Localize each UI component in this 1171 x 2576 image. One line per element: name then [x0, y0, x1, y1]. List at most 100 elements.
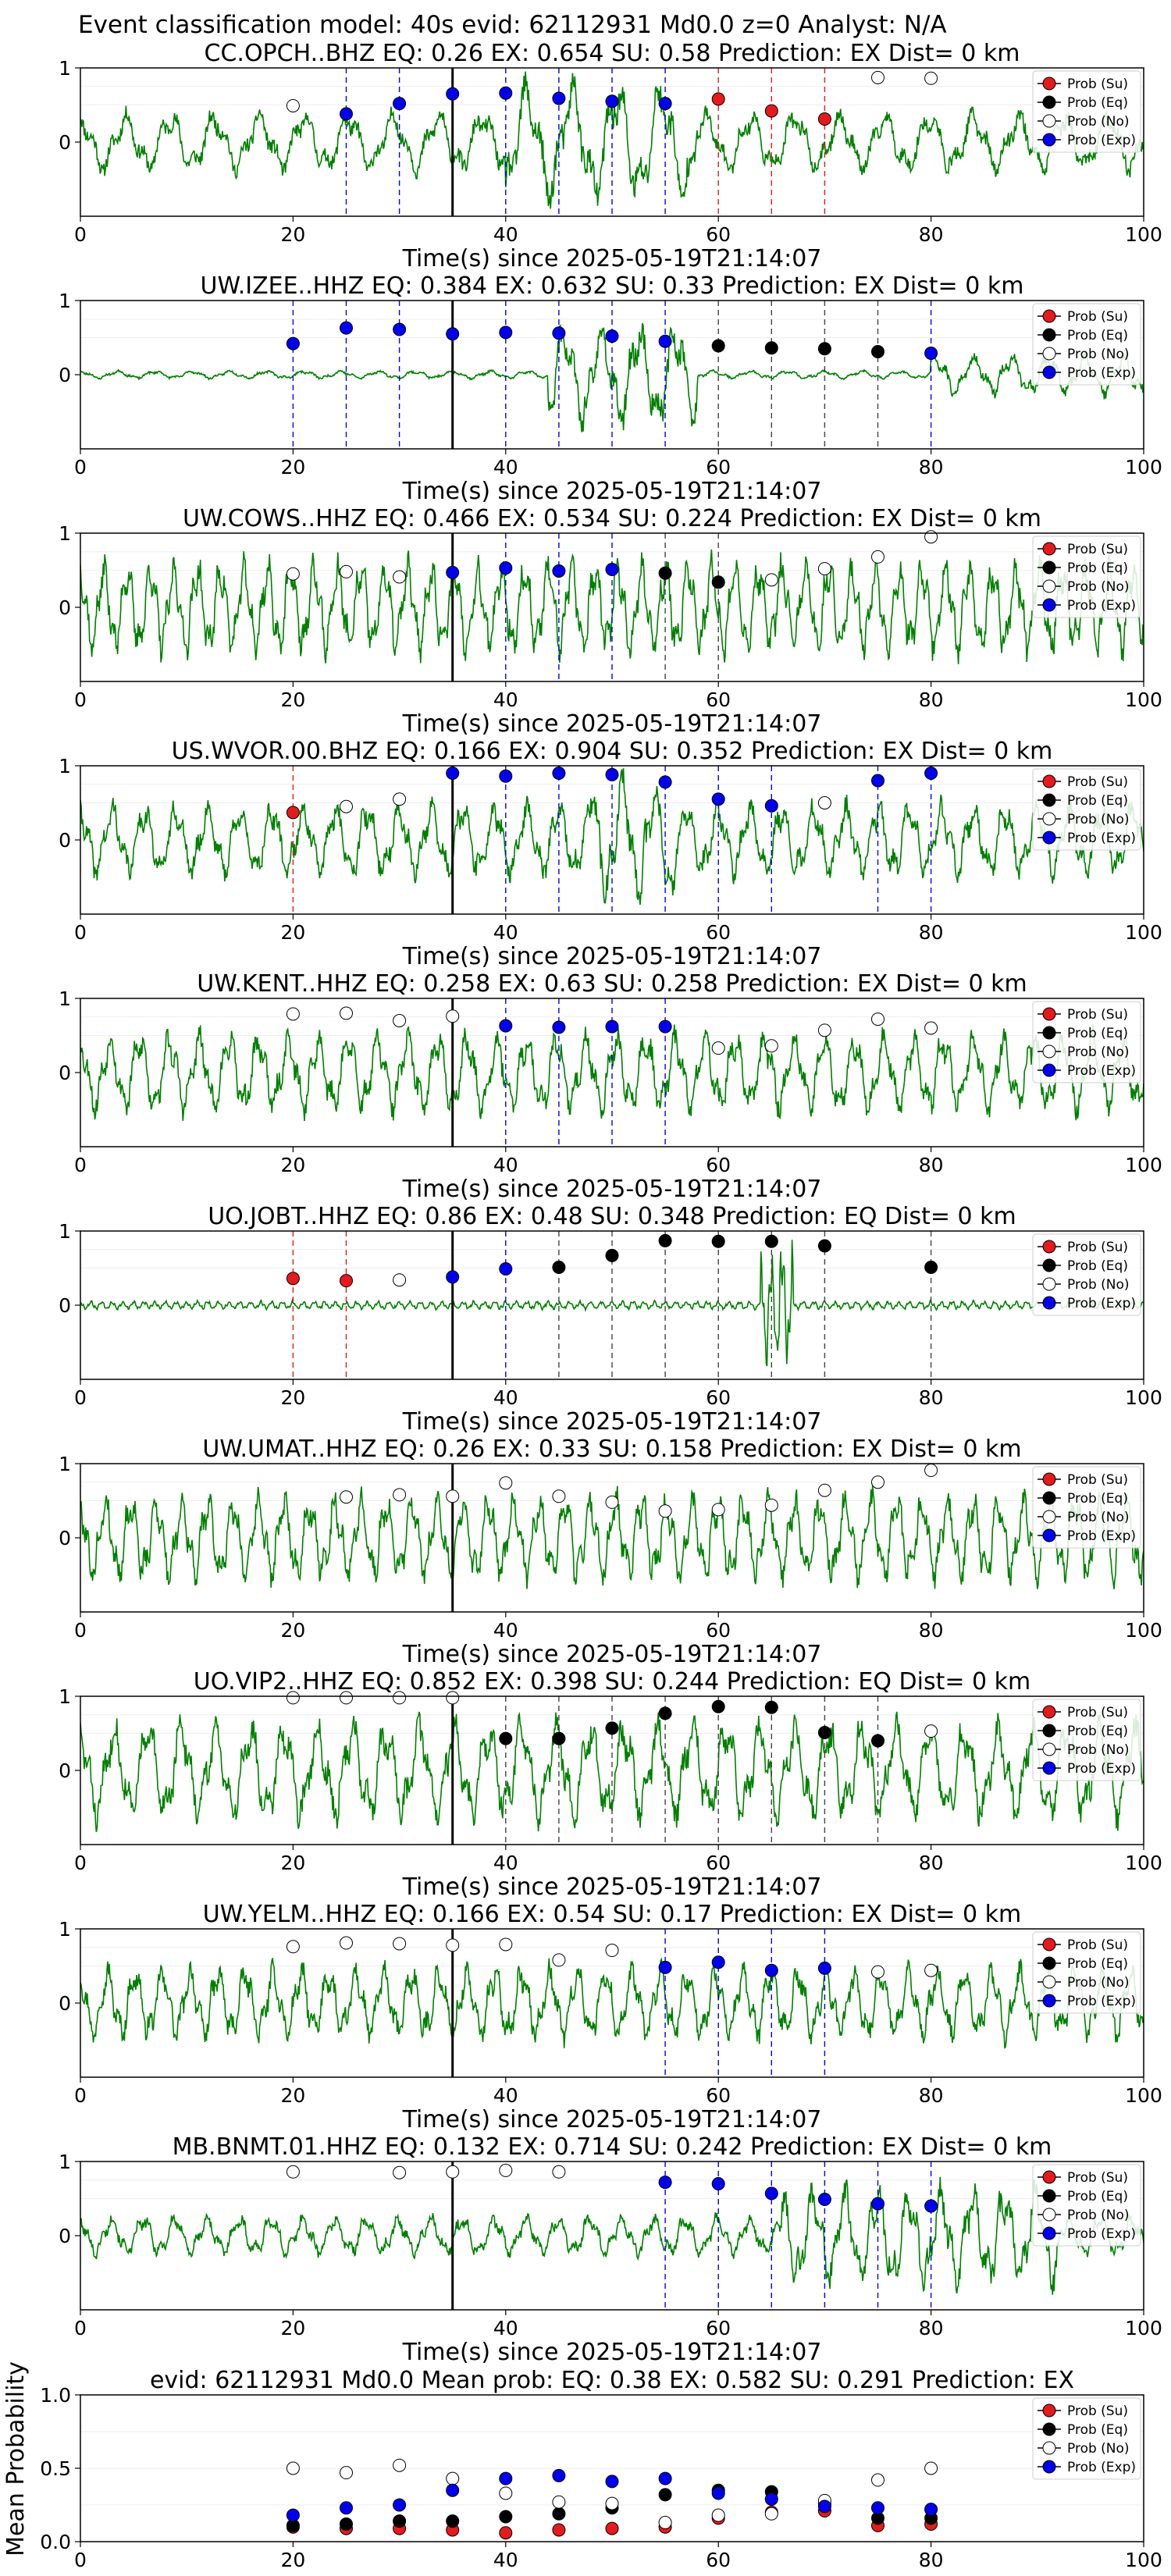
panel-4-xtick-label: 80: [919, 921, 944, 944]
panel-3-title: UW.COWS..HHZ EQ: 0.466 EX: 0.534 SU: 0.2…: [183, 505, 1041, 532]
panel-3-prob-marker-no: [286, 567, 300, 581]
panel-8-xtick-label: 60: [706, 1852, 731, 1874]
panel-5-xtick-label: 60: [706, 1154, 731, 1176]
figure-suptitle: Event classification model: 40s evid: 62…: [78, 11, 947, 39]
panel-6-xtick-label: 0: [74, 1386, 87, 1409]
panel-1-xtick-label: 60: [706, 223, 731, 246]
panel-10-legend-box: [1032, 2164, 1141, 2247]
panel-1-legend-marker-eq: [1042, 95, 1056, 109]
panel-6-xtick-label: 20: [280, 1386, 305, 1409]
summary-point-no: [552, 2495, 566, 2509]
panel-8-xtick-label: 40: [493, 1852, 518, 1874]
panel-5-legend-label: Prob (Eq): [1067, 1026, 1128, 1041]
panel-4-xtick-label: 20: [280, 921, 305, 944]
panel-9-prob-marker-no: [286, 1940, 300, 1954]
summary-point-su: [605, 2521, 619, 2535]
panel-6-legend-marker-su: [1042, 1240, 1056, 1254]
panel-9-prob-marker-exp: [817, 1961, 831, 1975]
panel-5-prob-marker-exp: [605, 1019, 619, 1034]
panel-6-prob-marker-eq: [658, 1233, 672, 1247]
panel-5-xtick-label: 100: [1125, 1154, 1162, 1176]
panel-7-prob-marker-no: [658, 1504, 672, 1518]
summary-point-exp: [658, 2471, 672, 2485]
panel-2-prob-marker-eq: [817, 342, 831, 356]
summary-point-no: [711, 2508, 725, 2522]
panel-8-prob-marker-eq: [871, 1734, 884, 1748]
summary-point-no: [340, 2466, 353, 2480]
panel-1-xtick-label: 40: [493, 223, 518, 246]
panel-7-legend-label: Prob (Su): [1067, 1472, 1128, 1488]
panel-8-prob-marker-no: [446, 1691, 460, 1705]
panel-2-waveform-trace: [80, 322, 1144, 432]
panel-7-legend-label: Prob (Exp): [1067, 1528, 1136, 1544]
panel-5-title: UW.KENT..HHZ EQ: 0.258 EX: 0.63 SU: 0.25…: [197, 970, 1027, 998]
summary-legend-label: Prob (No): [1067, 2441, 1130, 2457]
panel-8-legend-marker-no: [1042, 1742, 1056, 1756]
panel-8-legend-box: [1032, 1699, 1141, 1781]
panel-2-xlabel: Time(s) since 2025-05-19T21:14:07: [402, 478, 822, 505]
panel-10-prob-marker-exp: [711, 2177, 725, 2190]
panel-6-prob-marker-eq: [605, 1248, 619, 1262]
panel-4-prob-marker-exp: [658, 775, 672, 789]
panel-6-legend-marker-no: [1042, 1277, 1056, 1291]
panel-7: UW.UMAT..HHZ EQ: 0.26 EX: 0.33 SU: 0.158…: [59, 1436, 1162, 1668]
panel-10-prob-marker-exp: [817, 2192, 831, 2206]
panel-8-legend-marker-exp: [1042, 1761, 1056, 1775]
panel-10-prob-marker-exp: [924, 2199, 938, 2213]
summary-ytick-label: 0.5: [40, 2457, 71, 2480]
summary-point-exp: [817, 2500, 831, 2514]
panel-2-prob-marker-exp: [340, 321, 353, 335]
panel-7-legend-marker-su: [1042, 1472, 1056, 1486]
panel-6-prob-marker-exp: [499, 1261, 513, 1276]
panel-6-legend-box: [1032, 1233, 1141, 1316]
panel-2-prob-marker-eq: [871, 345, 884, 359]
panel-2-ytick-label: 0: [59, 364, 71, 386]
panel-5-prob-marker-no: [817, 1023, 831, 1037]
panel-10-prob-marker-exp: [658, 2176, 672, 2190]
panel-10-legend-label: Prob (Su): [1067, 2170, 1128, 2186]
panel-5-legend-label: Prob (Su): [1067, 1007, 1128, 1023]
panel-10-xtick-label: 60: [706, 2317, 731, 2339]
panel-5-legend-marker-eq: [1042, 1026, 1056, 1040]
panel-9-legend-marker-su: [1042, 1937, 1056, 1952]
panel-2-prob-marker-exp: [286, 336, 300, 350]
panel-1-legend-box: [1032, 70, 1141, 153]
panel-8-prob-marker-eq: [711, 1699, 725, 1713]
panel-4-legend-label: Prob (Eq): [1067, 793, 1128, 809]
panel-7-xtick-label: 40: [493, 1619, 518, 1642]
panel-10-legend-marker-su: [1042, 2170, 1056, 2184]
panel-10-prob-marker-no: [393, 2165, 407, 2179]
panel-9-prob-marker-no: [393, 1937, 407, 1951]
panel-1-prob-marker-su: [764, 104, 778, 118]
panel-6-legend-marker-eq: [1042, 1258, 1056, 1272]
panel-4-prob-marker-exp: [446, 767, 460, 780]
panel-4-ytick-label: 0: [59, 829, 71, 852]
panel-4-prob-marker-exp: [711, 792, 725, 806]
panel-6-xtick-label: 80: [919, 1386, 944, 1409]
panel-3-legend-label: Prob (Eq): [1067, 560, 1128, 576]
summary-title: evid: 62112931 Md0.0 Mean prob: EQ: 0.38…: [150, 2367, 1074, 2394]
panel-1-ytick-label: 0: [59, 131, 71, 154]
panel-5-ytick-label: 0: [59, 1062, 71, 1084]
panel-2-prob-marker-exp: [446, 327, 460, 341]
panel-5-prob-marker-no: [393, 1014, 407, 1027]
panel-10-legend-marker-no: [1042, 2208, 1056, 2222]
panel-7-prob-marker-no: [446, 1489, 460, 1503]
summary-panel: evid: 62112931 Md0.0 Mean prob: EQ: 0.38…: [2, 2361, 1162, 2571]
panel-9-prob-marker-exp: [764, 1963, 778, 1977]
panel-9-prob-marker-no: [605, 1944, 619, 1958]
panel-5-legend-marker-exp: [1042, 1063, 1056, 1077]
panel-4-xtick-label: 60: [706, 921, 731, 944]
summary-xtick-label: 20: [280, 2549, 305, 2571]
panel-4-prob-marker-exp: [552, 767, 566, 780]
panel-9: UW.YELM..HHZ EQ: 0.166 EX: 0.54 SU: 0.17…: [59, 1901, 1162, 2133]
panel-9-xtick-label: 20: [280, 2084, 305, 2107]
panel-9-prob-marker-no: [499, 1937, 513, 1952]
panel-1-legend-label: Prob (Exp): [1067, 133, 1136, 148]
summary-ylabel: Mean Probability: [2, 2361, 30, 2556]
panel-6-xtick-label: 60: [706, 1386, 731, 1409]
panel-2-xtick-label: 20: [280, 456, 305, 479]
panel-3-prob-marker-exp: [552, 564, 566, 578]
summary-legend-box: [1032, 2397, 1141, 2480]
panel-2-legend-marker-no: [1042, 347, 1056, 361]
